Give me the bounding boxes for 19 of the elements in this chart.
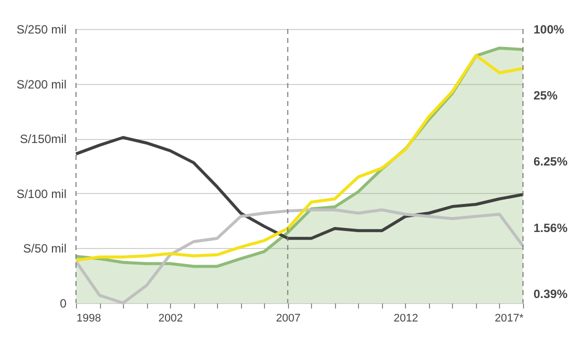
- y-tick-label: S/200 mil: [16, 77, 66, 92]
- x-tick-label: 2007: [276, 312, 300, 324]
- y2-tick-label: 25%: [534, 88, 558, 103]
- x-tick-label: 2017*: [494, 312, 524, 324]
- x-tick-label: 1998: [76, 312, 101, 324]
- x-tick-label: 2012: [394, 312, 418, 324]
- x-tick-label: 2002: [158, 312, 183, 324]
- line-series: [74, 54, 524, 262]
- y2-tick-label: 0.39%: [534, 287, 568, 302]
- y-tick-label: S/50 mil: [23, 242, 66, 256]
- line-series: [74, 136, 524, 240]
- y-tick-label: S/150mil: [20, 132, 66, 146]
- y2-tick-label: 100%: [534, 22, 565, 36]
- y-tick-label: S/100 mil: [16, 186, 66, 201]
- y-tick-label: S/250 mil: [16, 22, 66, 36]
- y2-tick-label: 1.56%: [534, 220, 568, 235]
- y-tick-label: 0: [60, 296, 67, 310]
- line-series: [74, 208, 524, 304]
- y2-tick-label: 6.25%: [534, 154, 568, 169]
